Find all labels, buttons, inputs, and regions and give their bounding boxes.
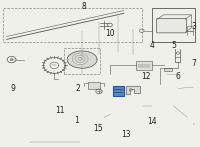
Text: 4: 4 <box>149 41 154 50</box>
Text: 7: 7 <box>191 59 196 69</box>
Text: 1: 1 <box>74 116 79 125</box>
Bar <box>3 8 142 42</box>
Text: 2: 2 <box>76 84 81 93</box>
Bar <box>88 82 100 88</box>
Text: 8: 8 <box>82 2 86 11</box>
Text: 13: 13 <box>121 130 131 139</box>
Text: 10: 10 <box>105 29 115 38</box>
Circle shape <box>10 59 13 61</box>
Text: 14: 14 <box>147 117 156 126</box>
Polygon shape <box>67 51 97 68</box>
FancyBboxPatch shape <box>113 86 124 96</box>
Text: 5: 5 <box>171 41 176 50</box>
Text: 3: 3 <box>191 22 196 31</box>
Bar <box>136 61 152 70</box>
Bar <box>152 8 195 42</box>
Bar <box>164 68 172 71</box>
Text: 12: 12 <box>141 72 150 81</box>
Bar <box>64 48 100 74</box>
Text: 6: 6 <box>175 72 180 81</box>
FancyBboxPatch shape <box>157 18 186 33</box>
Polygon shape <box>126 86 140 94</box>
Text: 11: 11 <box>56 106 65 115</box>
Text: 15: 15 <box>93 125 103 133</box>
Text: 9: 9 <box>10 84 15 93</box>
